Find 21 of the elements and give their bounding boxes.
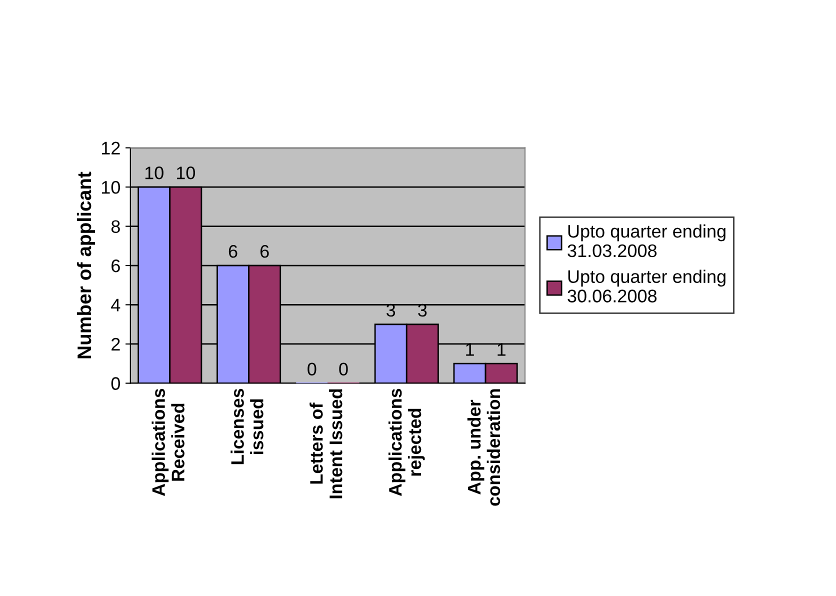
x-tick-label: Applications rejected	[388, 388, 425, 496]
data-label: 6	[228, 244, 238, 258]
x-tick-label: Applications Received	[152, 388, 184, 496]
y-tick-label: 10	[102, 180, 120, 194]
x-tick-label: Licenses issued	[230, 388, 264, 464]
x-tick-label: App. under consideration	[467, 389, 500, 506]
legend-label: Upto quarter ending 30.06.2008	[568, 270, 726, 302]
y-axis-title: Number of applicant	[76, 172, 96, 358]
y-tick-label: 4	[111, 298, 120, 312]
y-tick-label: 0	[111, 377, 120, 390]
y-tick-label: 6	[112, 259, 120, 272]
data-label: 6	[260, 244, 269, 258]
data-label: 10	[145, 166, 164, 180]
y-tick-label: 2	[112, 338, 120, 351]
data-label: 10	[176, 166, 195, 180]
data-label: 0	[308, 362, 316, 376]
data-label: 0	[339, 362, 348, 376]
legend-label: Upto quarter ending 31.03.2008	[568, 224, 726, 258]
y-tick-label: 8	[111, 220, 120, 233]
y-tick-label: 12	[102, 142, 120, 154]
x-tick-label: Letters of Intent Issued	[310, 389, 342, 498]
